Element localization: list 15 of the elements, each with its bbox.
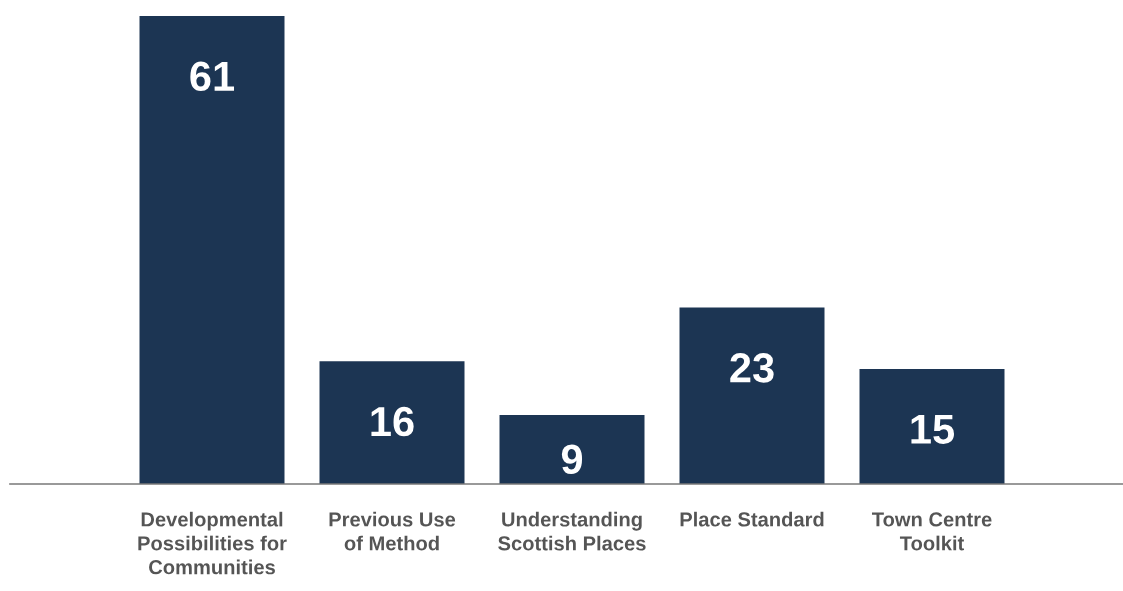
x-tick-label: Place Standard [680,511,824,527]
data-label: 23 [730,353,774,383]
bar [139,16,285,484]
data-label: 15 [911,414,955,444]
bar [859,368,1005,484]
data-label: 9 [561,444,583,475]
x-tick-label: Developmental Possibilities for Communities [138,511,287,575]
bar [499,414,645,484]
bar [679,307,825,484]
data-label: 61 [190,61,235,92]
x-tick-label: Understanding Scottish Places [498,511,646,551]
x-tick-label: Previous Use of Method [329,511,456,551]
x-tick-label: Town Centre Toolkit [872,512,992,551]
bar [319,361,465,484]
data-label: 16 [371,406,414,437]
